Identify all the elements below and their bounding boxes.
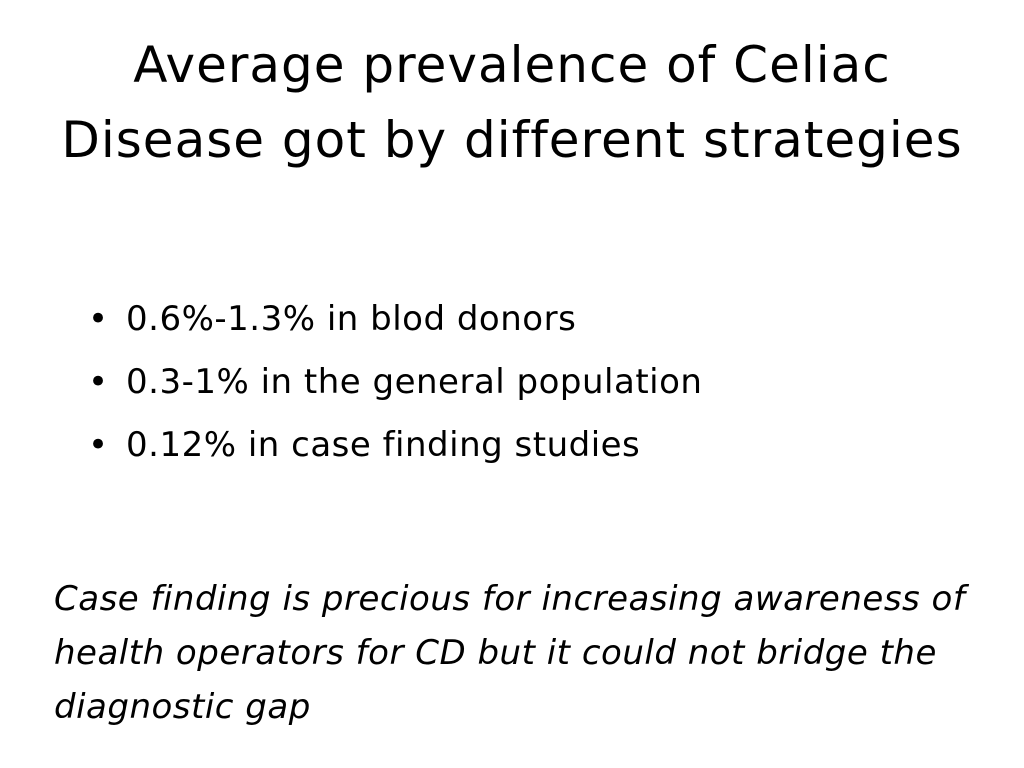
bullet-text: 0.3-1% in the general population — [126, 362, 703, 402]
bullet-text: 0.6%-1.3% in blod donors — [126, 299, 577, 339]
slide-title: Average prevalence of Celiac Disease got… — [61, 36, 963, 169]
conclusion-note: Case finding is precious for increasing … — [54, 579, 966, 727]
bullet-list: • 0.6%-1.3% in blod donors • 0.3-1% in t… — [88, 288, 948, 477]
bullet-dot-icon: • — [88, 425, 109, 465]
bullet-dot-icon: • — [88, 299, 109, 339]
bullet-item-blood-donors: • 0.6%-1.3% in blod donors — [88, 288, 948, 351]
bullet-dot-icon: • — [88, 362, 109, 402]
bullet-item-general-population: • 0.3-1% in the general population — [88, 351, 948, 414]
bullet-text: 0.12% in case finding studies — [126, 425, 641, 465]
bullet-item-case-finding: • 0.12% in case finding studies — [88, 414, 948, 477]
